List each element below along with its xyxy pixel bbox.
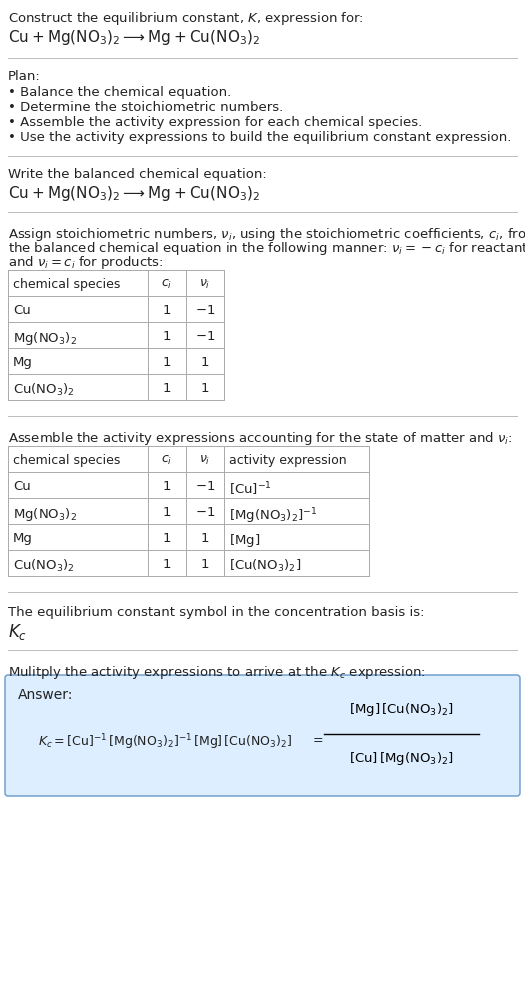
Text: The equilibrium constant symbol in the concentration basis is:: The equilibrium constant symbol in the c…	[8, 606, 425, 619]
Text: $K_c = [\mathrm{Cu}]^{-1}\,[\mathrm{Mg(NO_3)_2}]^{-1}\,[\mathrm{Mg}]\,[\mathrm{C: $K_c = [\mathrm{Cu}]^{-1}\,[\mathrm{Mg(N…	[38, 732, 292, 752]
Text: $[\mathrm{Mg}]$: $[\mathrm{Mg}]$	[229, 532, 260, 549]
Text: 1: 1	[163, 382, 171, 395]
Text: $[\mathrm{Cu}]^{-1}$: $[\mathrm{Cu}]^{-1}$	[229, 480, 272, 498]
Text: 1: 1	[201, 558, 209, 571]
Text: 1: 1	[163, 330, 171, 343]
Text: Construct the equilibrium constant, $K$, expression for:: Construct the equilibrium constant, $K$,…	[8, 10, 364, 27]
Text: 1: 1	[163, 304, 171, 317]
Text: $[\mathrm{Mg}]\,[\mathrm{Cu(NO_3)_2}]$: $[\mathrm{Mg}]\,[\mathrm{Cu(NO_3)_2}]$	[349, 701, 454, 718]
Text: $\mathrm{Mg(NO_3)_2}$: $\mathrm{Mg(NO_3)_2}$	[13, 330, 77, 347]
Text: Mg: Mg	[13, 532, 33, 545]
Text: 1: 1	[201, 532, 209, 545]
Text: Mulitply the activity expressions to arrive at the $K_c$ expression:: Mulitply the activity expressions to arr…	[8, 664, 426, 681]
Text: $-1$: $-1$	[195, 330, 215, 343]
Text: 1: 1	[163, 558, 171, 571]
Text: Mg: Mg	[13, 356, 33, 369]
Text: $-1$: $-1$	[195, 480, 215, 493]
Text: $\mathrm{Cu(NO_3)_2}$: $\mathrm{Cu(NO_3)_2}$	[13, 382, 75, 398]
Text: $\mathrm{Mg(NO_3)_2}$: $\mathrm{Mg(NO_3)_2}$	[13, 506, 77, 523]
Text: $\nu_i$: $\nu_i$	[200, 278, 211, 291]
Text: 1: 1	[163, 356, 171, 369]
Text: • Assemble the activity expression for each chemical species.: • Assemble the activity expression for e…	[8, 116, 422, 129]
Text: $\nu_i$: $\nu_i$	[200, 454, 211, 467]
Text: the balanced chemical equation in the following manner: $\nu_i = -c_i$ for react: the balanced chemical equation in the fo…	[8, 240, 525, 257]
Text: chemical species: chemical species	[13, 278, 120, 291]
Text: 1: 1	[201, 356, 209, 369]
Text: 1: 1	[163, 480, 171, 493]
Text: Cu: Cu	[13, 304, 31, 317]
Text: $[\mathrm{Cu}]\,[\mathrm{Mg(NO_3)_2}]$: $[\mathrm{Cu}]\,[\mathrm{Mg(NO_3)_2}]$	[349, 750, 454, 767]
Text: $\mathrm{Cu(NO_3)_2}$: $\mathrm{Cu(NO_3)_2}$	[13, 558, 75, 574]
FancyBboxPatch shape	[5, 675, 520, 796]
Text: 1: 1	[163, 506, 171, 519]
Text: Answer:: Answer:	[18, 688, 74, 702]
Text: $\mathrm{Cu + Mg(NO_3)_2 \longrightarrow Mg + Cu(NO_3)_2}$: $\mathrm{Cu + Mg(NO_3)_2 \longrightarrow…	[8, 28, 260, 47]
Text: $-1$: $-1$	[195, 304, 215, 317]
Text: • Balance the chemical equation.: • Balance the chemical equation.	[8, 86, 231, 99]
Text: $\mathrm{Cu + Mg(NO_3)_2 \longrightarrow Mg + Cu(NO_3)_2}$: $\mathrm{Cu + Mg(NO_3)_2 \longrightarrow…	[8, 184, 260, 203]
Text: Assemble the activity expressions accounting for the state of matter and $\nu_i$: Assemble the activity expressions accoun…	[8, 430, 513, 447]
Text: $K_c$: $K_c$	[8, 622, 27, 642]
Text: $[\mathrm{Mg(NO_3)_2}]^{-1}$: $[\mathrm{Mg(NO_3)_2}]^{-1}$	[229, 506, 318, 526]
Text: Assign stoichiometric numbers, $\nu_i$, using the stoichiometric coefficients, $: Assign stoichiometric numbers, $\nu_i$, …	[8, 226, 525, 243]
Text: $[\mathrm{Cu(NO_3)_2}]$: $[\mathrm{Cu(NO_3)_2}]$	[229, 558, 301, 574]
Text: $=$: $=$	[310, 732, 324, 745]
Text: 1: 1	[201, 382, 209, 395]
Text: activity expression: activity expression	[229, 454, 346, 467]
Text: • Determine the stoichiometric numbers.: • Determine the stoichiometric numbers.	[8, 101, 284, 114]
Text: • Use the activity expressions to build the equilibrium constant expression.: • Use the activity expressions to build …	[8, 131, 511, 144]
Text: Cu: Cu	[13, 480, 31, 493]
Text: Write the balanced chemical equation:: Write the balanced chemical equation:	[8, 168, 267, 181]
Text: and $\nu_i = c_i$ for products:: and $\nu_i = c_i$ for products:	[8, 254, 164, 271]
Text: $c_i$: $c_i$	[161, 278, 173, 291]
Text: 1: 1	[163, 532, 171, 545]
Text: Plan:: Plan:	[8, 70, 41, 83]
Text: chemical species: chemical species	[13, 454, 120, 467]
Text: $-1$: $-1$	[195, 506, 215, 519]
Text: $c_i$: $c_i$	[161, 454, 173, 467]
